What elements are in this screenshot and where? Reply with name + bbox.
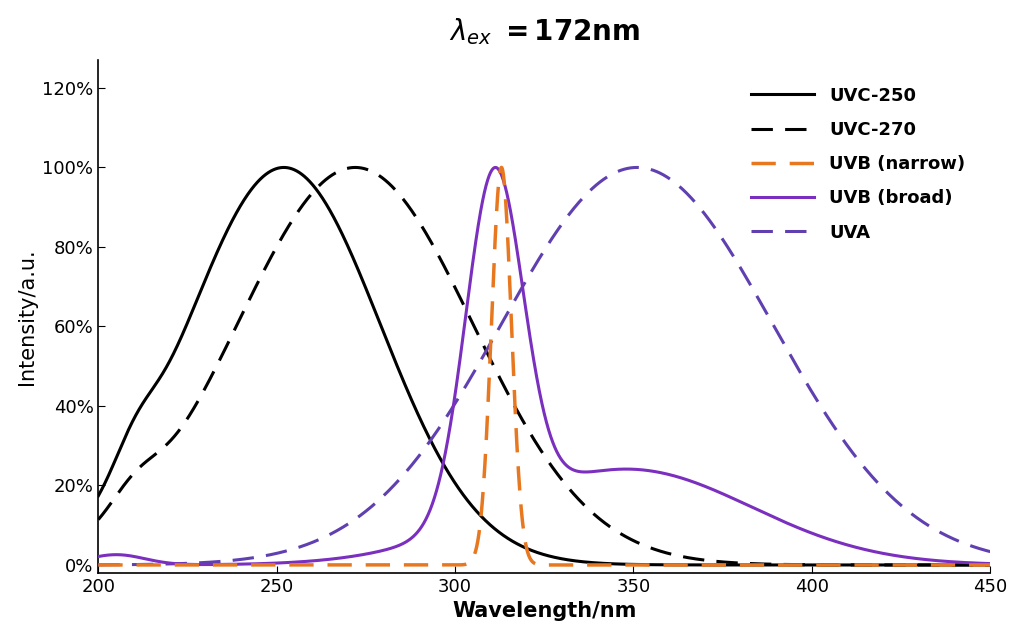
Title: $\lambda_{ex}$ $\bf{= 172nm}$: $\lambda_{ex}$ $\bf{= 172nm}$	[449, 17, 640, 47]
Y-axis label: Intensity/a.u.: Intensity/a.u.	[16, 248, 37, 385]
X-axis label: Wavelength/nm: Wavelength/nm	[452, 602, 637, 621]
Legend: UVC-250, UVC-270, UVB (narrow), UVB (broad), UVA: UVC-250, UVC-270, UVB (narrow), UVB (bro…	[744, 79, 972, 249]
